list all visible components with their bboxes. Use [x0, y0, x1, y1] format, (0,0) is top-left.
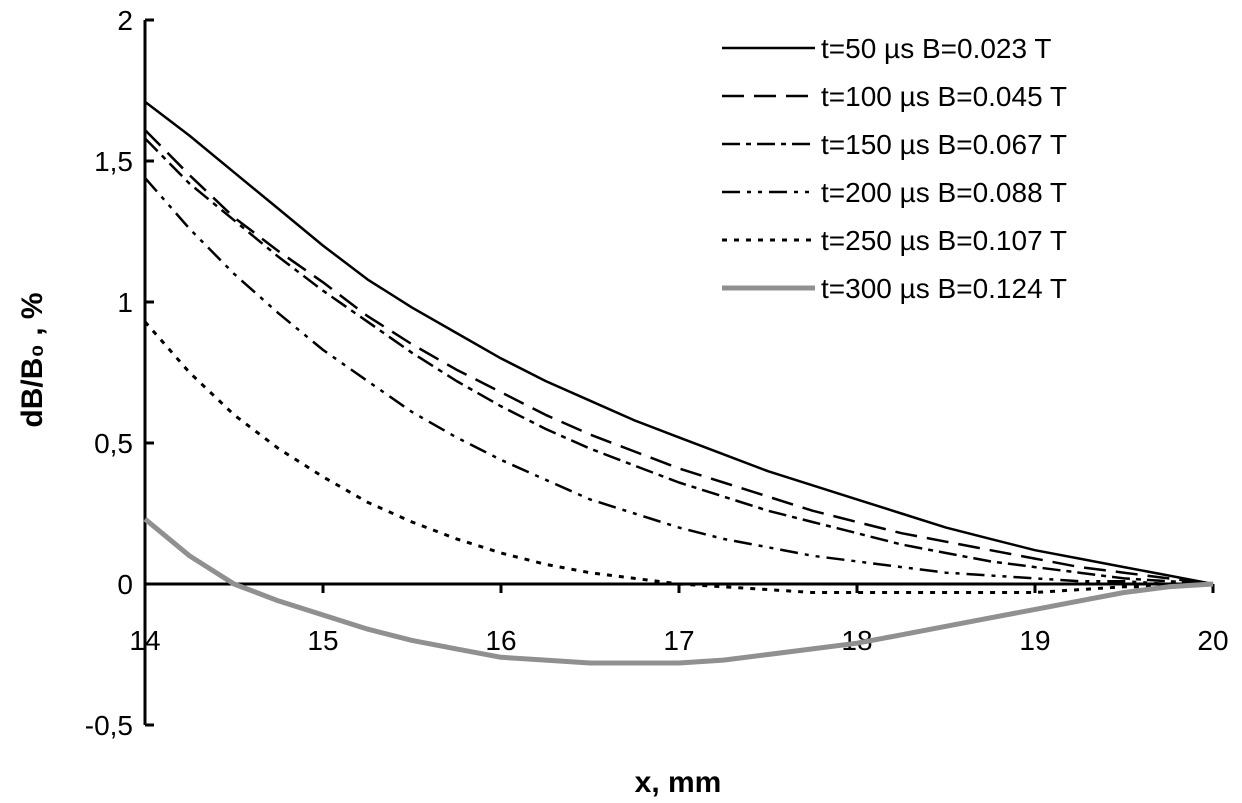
legend-label-3: t=150 µs B=0.067 T	[821, 129, 1067, 160]
series-line-6	[143, 517, 1214, 666]
x-tick-label: 20	[1197, 625, 1228, 656]
y-tick-label: -0,5	[85, 710, 133, 741]
legend-label-6: t=300 µs B=0.124 T	[821, 273, 1067, 304]
x-axis-title: x, mm	[635, 766, 722, 799]
legend-label-1: t=50 µs B=0.023 T	[821, 33, 1051, 64]
legend-label-2: t=100 µs B=0.045 T	[821, 81, 1067, 112]
y-tick-label: 0	[117, 569, 133, 600]
y-tick-label: 1,5	[94, 146, 133, 177]
y-tick-label: 0,5	[94, 428, 133, 459]
y-tick-label: 1	[117, 287, 133, 318]
series-line-1	[144, 100, 1214, 586]
series-layer	[143, 100, 1214, 666]
x-tick-label: 17	[663, 625, 694, 656]
legend: t=50 µs B=0.023 T t=100 µs B=0.045 T t=150…	[722, 33, 1067, 304]
x-tick-label: 15	[307, 625, 338, 656]
legend-label-4: t=200 µs B=0.088 T	[821, 177, 1067, 208]
y-axis-title: dB/B₀ , %	[16, 292, 49, 427]
x-tick-label: 14	[129, 625, 160, 656]
series-line-5	[143, 320, 1214, 594]
series-line-2	[144, 129, 1214, 586]
series-line-3	[144, 137, 1214, 586]
series-line-4	[144, 177, 1213, 586]
x-tick-label: 16	[485, 625, 516, 656]
legend-label-5: t=250 µs B=0.107 T	[821, 225, 1067, 256]
y-tick-label: 2	[117, 5, 133, 36]
x-tick-label: 19	[1019, 625, 1050, 656]
